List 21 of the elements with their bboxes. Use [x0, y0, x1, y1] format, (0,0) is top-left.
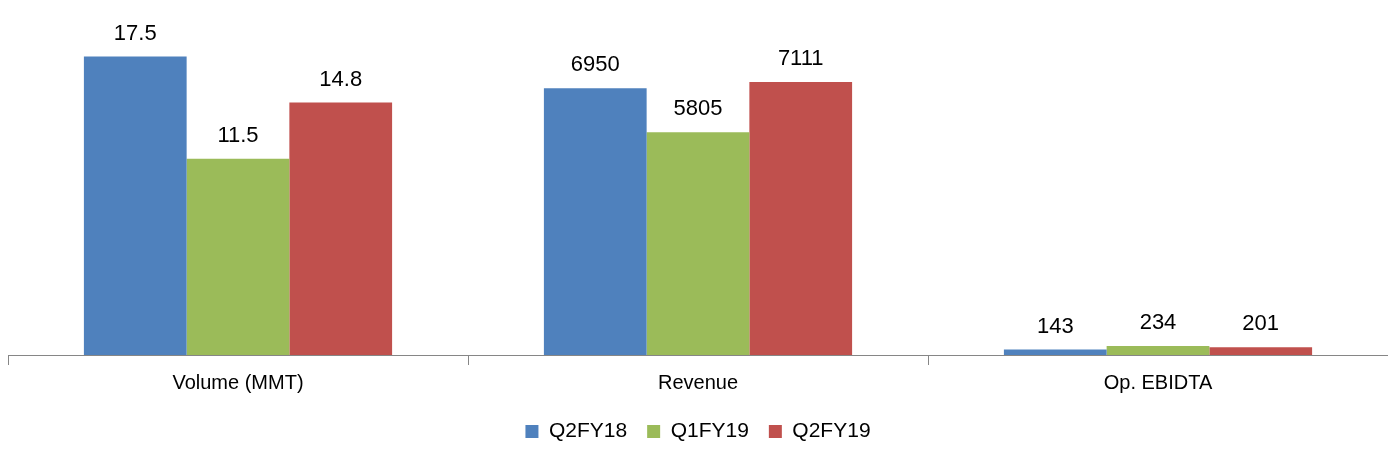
- bar: [749, 82, 853, 355]
- data-label: 143: [1036, 312, 1074, 338]
- legend-label: Q2FY19: [792, 418, 871, 442]
- data-label: 11.5: [217, 121, 259, 147]
- data-label: 234: [1139, 309, 1177, 335]
- data-label: 14.8: [319, 65, 363, 91]
- bar: [543, 88, 647, 355]
- data-label: 5805: [673, 95, 723, 121]
- data-label: 201: [1242, 310, 1280, 336]
- data-label: 7111: [777, 45, 824, 71]
- bar: [1106, 346, 1210, 355]
- legend-label: Q2FY18: [548, 418, 628, 442]
- bar: [1209, 347, 1313, 355]
- bar: [1003, 349, 1107, 355]
- legend-label: Q1FY19: [670, 418, 749, 442]
- x-tick-label: Volume (MMT): [172, 370, 304, 393]
- data-label: 6950: [570, 51, 620, 77]
- data-label: 17.5: [113, 19, 157, 45]
- bar: [646, 132, 750, 355]
- x-tick-label: Op. EBIDTA: [1103, 370, 1213, 393]
- x-tick-label: Revenue: [657, 370, 739, 393]
